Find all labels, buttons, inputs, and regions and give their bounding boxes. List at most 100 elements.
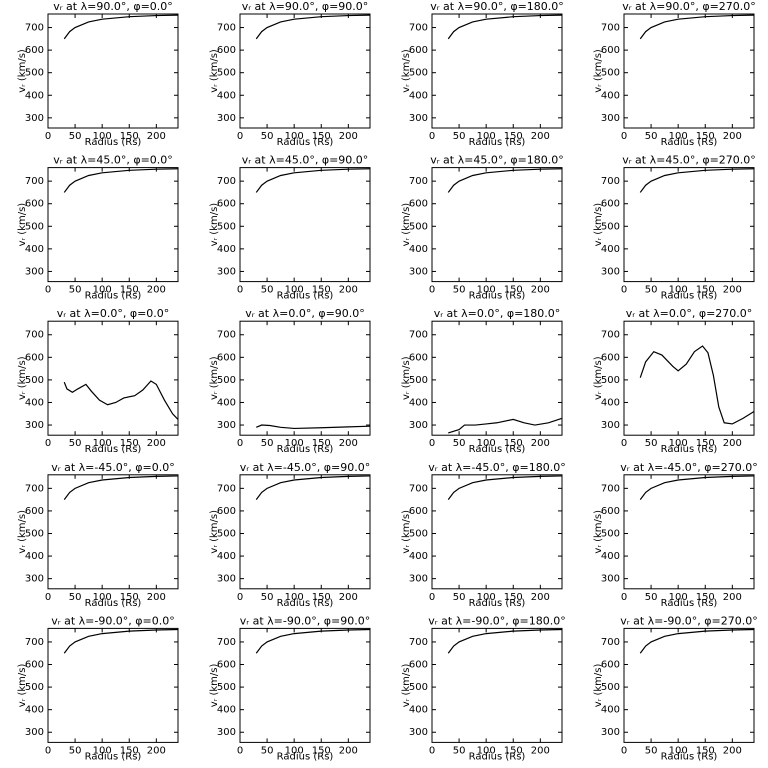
y-tick-label: 300 <box>409 574 428 585</box>
x-tick-label: 100 <box>93 131 112 142</box>
y-tick-label: 600 <box>409 506 428 517</box>
x-tick-label: 50 <box>453 745 466 756</box>
x-axis-label: Radius (Rs) <box>469 291 526 302</box>
y-tick-label: 400 <box>409 397 428 408</box>
y-tick-label: 500 <box>409 68 428 79</box>
panel-title: vᵣ at λ=45.0°, φ=270.0° <box>622 154 756 167</box>
y-axis-label: vᵣ (km/s) <box>593 510 604 554</box>
x-tick-label: 100 <box>285 285 304 296</box>
x-axis-label: Radius (Rs) <box>277 444 334 455</box>
panel-title: vᵣ at λ=-45.0°, φ=180.0° <box>428 461 566 474</box>
x-tick-label: 0 <box>429 285 435 296</box>
y-tick-label: 700 <box>217 637 236 648</box>
y-tick-label: 300 <box>217 727 236 738</box>
panel: vᵣ at λ=90.0°, φ=270.0° 0 50 100 150 200 300 40… <box>593 0 756 148</box>
y-tick-label: 300 <box>601 266 620 277</box>
y-tick-label: 500 <box>409 375 428 386</box>
data-line <box>63 628 179 654</box>
x-tick-label: 0 <box>429 745 435 756</box>
data-line <box>256 424 371 430</box>
y-tick-label: 400 <box>409 90 428 101</box>
y-tick-label: 700 <box>409 23 428 34</box>
panel: vᵣ at λ=-90.0°, φ=0.0° 0 50 100 150 200 300 400… <box>17 614 179 762</box>
x-axis-label: Radius (Rs) <box>661 598 718 609</box>
x-tick-label: 150 <box>696 438 715 449</box>
x-axis-label: Radius (Rs) <box>469 751 526 762</box>
y-tick-label: 600 <box>25 199 44 210</box>
y-tick-label: 600 <box>25 45 44 56</box>
panel-title: vᵣ at λ=-90.0°, φ=180.0° <box>428 614 566 627</box>
panel: vᵣ at λ=45.0°, φ=0.0° 0 50 100 150 200 300 400 5… <box>17 154 179 302</box>
x-tick-label: 50 <box>453 592 466 603</box>
x-tick-label: 200 <box>531 438 550 449</box>
y-tick-label: 700 <box>25 483 44 494</box>
x-tick-label: 50 <box>645 285 658 296</box>
y-tick-label: 700 <box>601 483 620 494</box>
x-tick-label: 100 <box>477 285 496 296</box>
panel-title: vᵣ at λ=0.0°, φ=90.0° <box>245 307 365 320</box>
plot-frame <box>623 320 755 436</box>
x-tick-label: 50 <box>261 745 274 756</box>
y-axis-label: vᵣ (km/s) <box>17 49 28 93</box>
x-axis-label: Radius (Rs) <box>85 751 142 762</box>
data-line <box>63 475 179 500</box>
x-tick-label: 100 <box>285 592 304 603</box>
x-tick-label: 200 <box>723 745 742 756</box>
panel: vᵣ at λ=45.0°, φ=270.0° 0 50 100 150 200 300 40… <box>593 154 756 302</box>
x-tick-label: 0 <box>237 745 243 756</box>
y-tick-label: 500 <box>25 375 44 386</box>
data-line <box>63 380 179 420</box>
x-tick-label: 100 <box>669 285 688 296</box>
x-tick-label: 200 <box>723 131 742 142</box>
y-tick-label: 300 <box>25 113 44 124</box>
y-tick-label: 600 <box>409 199 428 210</box>
x-tick-label: 200 <box>723 438 742 449</box>
x-tick-label: 200 <box>723 285 742 296</box>
x-tick-label: 100 <box>285 745 304 756</box>
y-tick-label: 700 <box>217 330 236 341</box>
x-axis-label: Radius (Rs) <box>661 291 718 302</box>
y-tick-label: 600 <box>409 352 428 363</box>
x-tick-label: 100 <box>669 438 688 449</box>
x-tick-label: 50 <box>69 438 82 449</box>
x-tick-label: 0 <box>621 592 627 603</box>
plot-frame <box>431 474 563 590</box>
x-tick-label: 100 <box>93 745 112 756</box>
x-axis-label: Radius (Rs) <box>277 137 334 148</box>
data-line <box>255 14 371 40</box>
y-tick-label: 700 <box>601 23 620 34</box>
x-axis-label: Radius (Rs) <box>469 598 526 609</box>
x-axis-label: Radius (Rs) <box>661 444 718 455</box>
panel: vᵣ at λ=0.0°, φ=270.0° 0 50 100 150 200 300 400… <box>593 307 755 455</box>
y-tick-label: 400 <box>25 397 44 408</box>
plot-frame <box>47 320 179 436</box>
y-tick-label: 700 <box>217 23 236 34</box>
x-tick-label: 200 <box>339 285 358 296</box>
x-tick-label: 200 <box>147 592 166 603</box>
panel-title: vᵣ at λ=90.0°, φ=90.0° <box>242 0 369 13</box>
x-tick-label: 100 <box>285 438 304 449</box>
x-tick-label: 150 <box>312 438 331 449</box>
x-tick-label: 200 <box>531 131 550 142</box>
y-tick-label: 500 <box>217 221 236 232</box>
y-tick-label: 300 <box>25 574 44 585</box>
y-tick-label: 400 <box>601 397 620 408</box>
y-tick-label: 300 <box>25 727 44 738</box>
y-tick-label: 300 <box>25 266 44 277</box>
plot-frame <box>431 320 563 436</box>
y-tick-label: 600 <box>25 660 44 671</box>
x-tick-label: 0 <box>237 592 243 603</box>
x-tick-label: 50 <box>453 285 466 296</box>
y-tick-label: 500 <box>601 375 620 386</box>
x-axis-label: Radius (Rs) <box>469 137 526 148</box>
x-tick-label: 150 <box>696 285 715 296</box>
y-tick-label: 600 <box>409 45 428 56</box>
y-tick-label: 500 <box>409 528 428 539</box>
x-tick-label: 0 <box>237 285 243 296</box>
y-tick-label: 700 <box>601 330 620 341</box>
x-axis-label: Radius (Rs) <box>277 291 334 302</box>
x-tick-label: 150 <box>696 131 715 142</box>
y-tick-label: 500 <box>601 682 620 693</box>
data-line <box>63 168 179 193</box>
x-tick-label: 150 <box>120 745 139 756</box>
